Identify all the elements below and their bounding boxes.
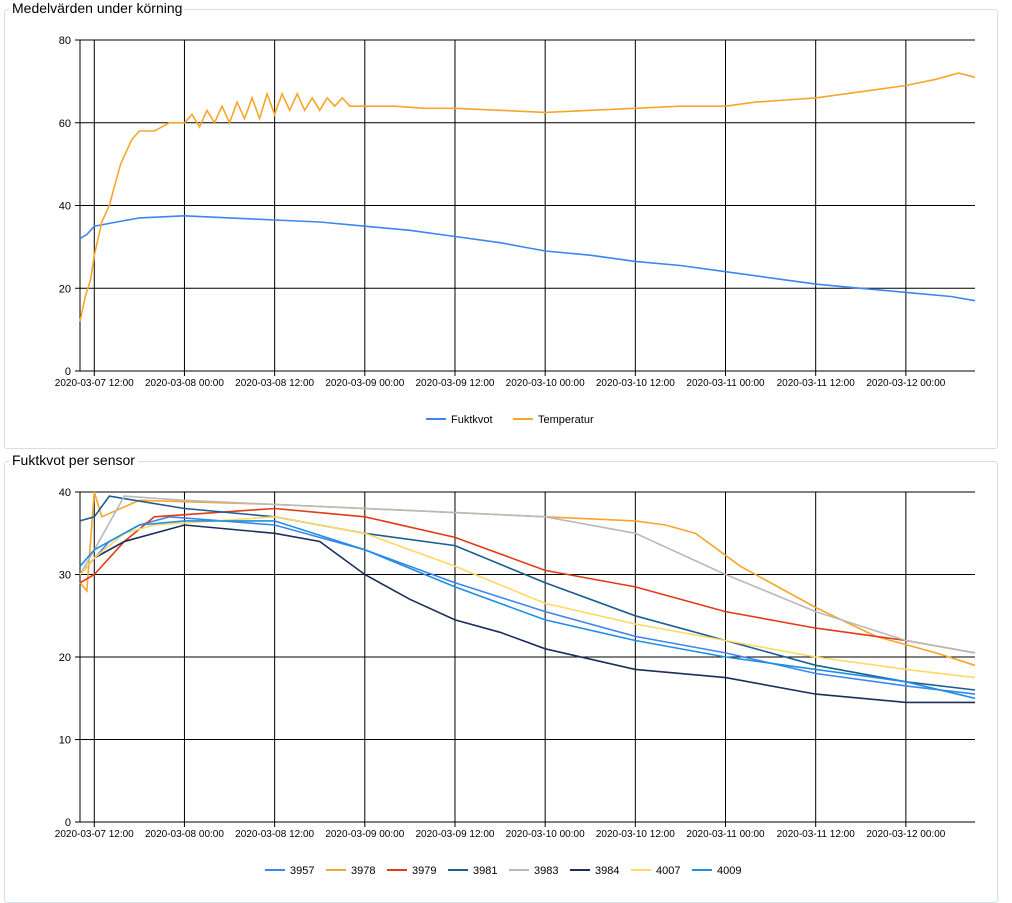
x-tick-label: 2020-03-10 00:00	[506, 378, 585, 389]
series-line-fuktkvot	[79, 214, 976, 302]
x-tick-label: 2020-03-08 00:00	[145, 378, 224, 389]
y-tick-label: 40	[59, 201, 71, 213]
series-line-3984	[79, 524, 975, 704]
x-tick-label: 2020-03-10 12:00	[596, 829, 675, 840]
x-tick-label: 2020-03-07 12:00	[55, 829, 134, 840]
x-tick-label: 2020-03-12 00:00	[866, 829, 945, 840]
legend-label-4007: 4007	[656, 865, 680, 877]
x-tick-label: 2020-03-08 12:00	[235, 378, 314, 389]
group-title: Medelvärden under körning	[9, 0, 186, 16]
chart-medelvarden: 0 20 40 60 80 2020-03-07 12:00 2020-03-08 00:0…	[55, 35, 976, 426]
x-tick-label: 2020-03-11 00:00	[686, 829, 765, 840]
legend-label-3979: 3979	[412, 865, 436, 877]
chart-fuktkvot-per-sensor: 0 10 20 30 40 2020-03-07 12:00 2020-03-08 00:0…	[55, 487, 976, 877]
y-tick-label: 0	[65, 366, 71, 378]
x-tick-label: 2020-03-10 12:00	[596, 378, 675, 389]
series-line-3978	[79, 491, 976, 667]
series-line-3957	[79, 515, 976, 695]
series-line-3979	[79, 507, 976, 654]
y-tick-label: 20	[59, 283, 71, 295]
legend-label-temperatur: Temperatur	[538, 414, 594, 426]
series-line-3983	[79, 495, 976, 654]
x-tick-label: 2020-03-09 00:00	[325, 829, 404, 840]
series-line-temperatur	[79, 72, 976, 322]
x-tick-label: 2020-03-09 12:00	[415, 829, 494, 840]
y-tick-label: 20	[59, 652, 71, 664]
x-tick-label: 2020-03-07 12:00	[55, 378, 134, 389]
y-tick-label: 40	[59, 487, 71, 499]
legend-label-3984: 3984	[595, 865, 619, 877]
x-tick-label: 2020-03-12 00:00	[866, 378, 945, 389]
y-tick-label: 10	[59, 735, 71, 747]
y-tick-label: 80	[59, 35, 71, 47]
legend-label-3983: 3983	[534, 865, 558, 877]
x-tick-label: 2020-03-11 12:00	[777, 829, 856, 840]
series-line-4007	[79, 515, 976, 679]
series-line-3981	[79, 495, 976, 691]
series-line-4009	[79, 520, 976, 700]
legend-label-3978: 3978	[351, 865, 375, 877]
x-tick-label: 2020-03-09 00:00	[325, 378, 404, 389]
legend-label-3957: 3957	[290, 865, 314, 877]
x-tick-label: 2020-03-10 00:00	[506, 829, 585, 840]
legend-label-4009: 4009	[717, 865, 741, 877]
x-tick-label: 2020-03-11 00:00	[686, 378, 765, 389]
y-tick-label: 30	[59, 570, 71, 582]
x-tick-label: 2020-03-09 12:00	[415, 378, 494, 389]
group-title: Fuktkvot per sensor	[9, 452, 138, 468]
y-tick-label: 0	[65, 817, 71, 829]
legend-label-fuktkvot: Fuktkvot	[451, 414, 493, 426]
group-medelvarden: Medelvärden under körning	[4, 0, 998, 449]
x-tick-label: 2020-03-11 12:00	[777, 378, 856, 389]
legend-label-3981: 3981	[473, 865, 497, 877]
x-tick-label: 2020-03-08 12:00	[235, 829, 314, 840]
y-tick-label: 60	[59, 118, 71, 130]
x-tick-label: 2020-03-08 00:00	[145, 829, 224, 840]
